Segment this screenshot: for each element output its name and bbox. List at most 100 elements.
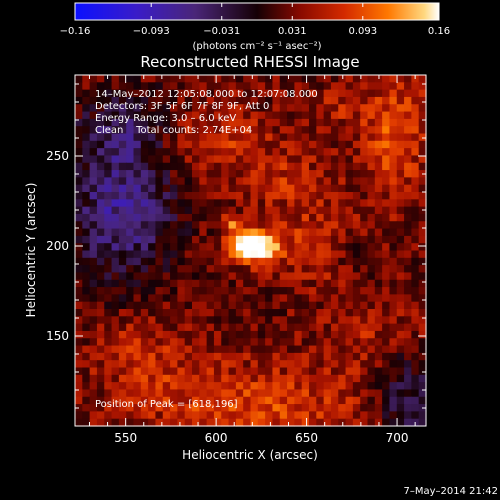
heatmap-cell [148,316,157,325]
heatmap-cell [367,170,376,178]
heatmap-cell [345,301,354,310]
heatmap-cell [89,192,98,200]
heatmap-cell [140,126,149,135]
heatmap-cell [257,323,266,332]
heatmap-cell [367,279,376,288]
heatmap-cell [162,360,171,369]
heatmap-cell [323,111,332,120]
heatmap-cell [294,287,303,295]
heatmap-cell [192,316,200,325]
heatmap-cell [360,140,369,149]
heatmap-cell [418,250,427,259]
heatmap-cell [316,221,325,230]
heatmap-cell [382,338,391,347]
heatmap-cell [170,111,178,120]
heatmap-cell [279,338,288,347]
heatmap-cell [235,213,244,222]
heatmap-cell [221,265,230,274]
heatmap-cell [279,140,288,149]
heatmap-cell [301,382,310,391]
heatmap-cell [250,235,259,244]
heatmap-cell [162,330,171,339]
heatmap-cell [345,177,354,186]
heatmap-cell [301,177,310,186]
heatmap-cell [199,75,208,83]
heatmap-cell [301,96,310,105]
heatmap-cell [345,213,354,222]
heatmap-cell [206,199,215,208]
heatmap-cell [279,89,288,98]
heatmap-cell [338,272,347,281]
heatmap-cell [228,111,237,120]
heatmap-cell [96,82,105,91]
heatmap-cell [338,148,347,157]
heatmap-cell [301,330,310,339]
heatmap-cell [404,118,412,127]
heatmap-cell [192,126,200,135]
heatmap-cell [82,272,91,281]
heatmap-cell [155,177,164,186]
heatmap-cell [323,184,332,193]
heatmap-cell [228,360,237,369]
heatmap-cell [287,170,295,178]
heatmap-cell [338,330,347,339]
heatmap-cell [89,111,98,120]
heatmap-cell [338,294,347,303]
heatmap-cell [330,177,339,186]
heatmap-cell [367,243,376,252]
heatmap-cell [360,177,369,186]
heatmap-cell [235,345,244,354]
heatmap-cell [389,382,398,391]
heatmap-cell [96,352,105,361]
heatmap-cell [418,192,427,200]
heatmap-cell [162,82,171,91]
heatmap-cell [287,352,295,361]
heatmap-cell [111,170,120,178]
heatmap-cell [360,184,369,193]
heatmap-cell [155,148,164,157]
heatmap-cell [140,272,149,281]
heatmap-cell [111,345,120,354]
heatmap-cell [323,243,332,252]
heatmap-cell [104,89,113,98]
heatmap-cell [82,162,91,171]
heatmap-cell [352,374,361,383]
heatmap-cell [221,184,230,193]
heatmap-cell [404,287,412,295]
heatmap-cell [338,155,347,164]
heatmap-cell [316,323,325,332]
heatmap-cell [104,301,113,310]
heatmap-cell [352,352,361,361]
heatmap-cell [206,396,215,405]
heatmap-cell [155,250,164,259]
heatmap-cell [192,221,200,230]
heatmap-cell [104,162,113,171]
heatmap-cell [199,213,208,222]
heatmap-cell [89,162,98,171]
heatmap-cell [192,162,200,171]
heatmap-cell [294,235,303,244]
heatmap-cell [235,96,244,105]
heatmap-cell [192,199,200,208]
heatmap-cell [418,316,427,325]
heatmap-cell [111,111,120,120]
heatmap-cell [367,104,376,113]
heatmap-cell [221,170,230,178]
heatmap-cell [250,279,259,288]
heatmap-cell [75,301,83,310]
heatmap-cell [250,404,259,412]
heatmap-cell [133,228,142,237]
heatmap-cell [272,257,281,266]
heatmap-cell [96,104,105,113]
heatmap-cell [309,235,317,244]
heatmap-cell [192,250,200,259]
heatmap-cell [221,257,230,266]
heatmap-cell [418,155,427,164]
heatmap-cell [382,374,391,383]
heatmap-cell [184,177,193,186]
heatmap-cell [367,404,376,412]
heatmap-cell [96,184,105,193]
heatmap-cell [228,221,237,230]
heatmap-cell [316,301,325,310]
heatmap-cell [279,345,288,354]
